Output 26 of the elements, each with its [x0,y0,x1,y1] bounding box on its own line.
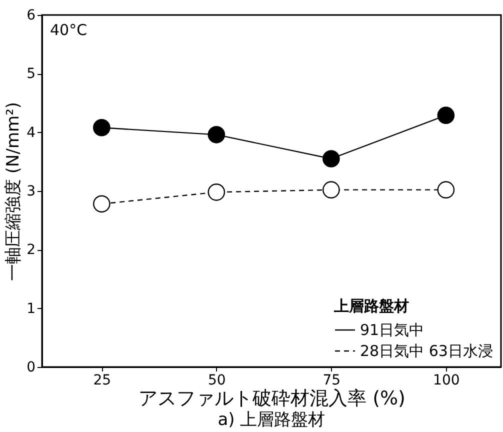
point [208,184,226,201]
x-tick-label: 100 [433,372,460,388]
y-axis-title: 一軸圧縮強度 (N/mm²) [4,102,24,282]
y-tick-label: 2 [26,242,36,258]
legend-label: 91日気中 [360,321,424,339]
y-tick-label: 0 [26,360,36,376]
legend-title: 上層路盤材 [333,297,409,315]
y-tick-label: 1 [26,300,36,317]
point [437,181,455,198]
point [437,106,455,124]
x-axis-title: アスファルト破砕材混入率 (%) [138,388,406,410]
x-tick-label: 50 [208,372,226,388]
point [93,195,110,213]
x-tick-label: 25 [93,372,112,388]
legend-label: 28日気中 63日水浸 [360,342,493,360]
y-tick-label: 3 [26,184,36,200]
x-tick-label: 75 [322,372,341,388]
text: a) 上層路盤材 [218,410,326,430]
y-tick-label: 4 [26,124,36,141]
point [322,150,340,168]
point [322,181,340,198]
point [93,118,110,136]
y-tick-label: 6 [26,8,36,24]
y-tick-label: 5 [26,66,36,82]
point [208,126,226,144]
annotation: 40°C [50,21,88,39]
